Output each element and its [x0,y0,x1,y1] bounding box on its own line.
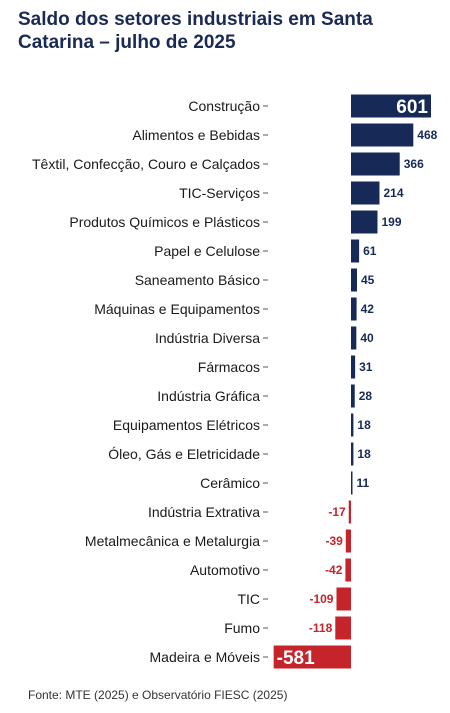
value-label: 18 [357,447,371,461]
category-label: Equipamentos Elétricos [113,417,260,433]
value-label: -109 [309,592,333,606]
category-label: Indústria Diversa [155,330,260,346]
category-label: TIC-Serviços [179,185,260,201]
bar [348,500,351,524]
bar [351,326,357,350]
category-label: Automotivo [190,562,260,578]
value-label: -17 [328,505,346,519]
category-label: Máquinas e Equipamentos [94,301,260,317]
bar [335,616,351,640]
bar [345,529,351,553]
value-label: 18 [357,418,371,432]
category-label: Saneamento Básico [135,272,261,288]
bar [351,210,378,234]
bars-layer [273,94,431,669]
category-label: Metalmecânica e Metalurgia [85,533,260,549]
value-label: -581 [277,648,315,669]
value-label: 28 [359,389,373,403]
value-label: 214 [383,186,403,200]
category-label: Indústria Gráfica [157,388,260,404]
bar [345,558,351,582]
category-label: Construção [188,98,260,114]
value-label: -118 [309,621,333,635]
bar [351,471,353,495]
bar [351,413,354,437]
bar [351,355,356,379]
category-label: Alimentos e Bebidas [132,127,260,143]
bar-chart: Construção Alimentos e Bebidas Têxtil, Con… [32,94,438,669]
value-labels-layer: 601 468 366 214 199 61 45 42 40 31 28 18 18 11 -17 -39 -… [277,97,438,669]
value-label: 468 [417,128,437,142]
source-note: Fonte: MTE (2025) e Observatório FIESC (… [28,688,288,702]
category-label: Fumo [224,620,260,636]
value-label: 31 [359,360,373,374]
bar [336,587,351,611]
bar [351,268,357,292]
value-label: -42 [325,563,343,577]
bar [351,442,354,466]
value-label: 199 [381,215,401,229]
bar [351,123,414,147]
category-label: TIC [237,591,260,607]
value-label: 61 [363,244,377,258]
bar [351,94,431,118]
category-label: Papel e Celulose [154,243,260,259]
category-label: Óleo, Gás e Eletricidade [108,446,260,462]
bar [351,297,357,321]
category-label: Indústria Extrativa [148,504,260,520]
category-label: Madeira e Móveis [150,649,261,665]
category-label: Fármacos [198,359,260,375]
category-labels-layer: Construção Alimentos e Bebidas Têxtil, Con… [32,98,268,665]
value-label: 42 [361,302,375,316]
bar [351,181,380,205]
chart-title: Saldo dos setores industriais em Santa C… [18,9,373,53]
value-label: 45 [361,273,375,287]
value-label: 40 [360,331,374,345]
value-label: -39 [325,534,343,548]
value-label: 601 [396,97,428,118]
category-label: Têxtil, Confecção, Couro e Calçados [32,156,260,172]
category-label: Produtos Químicos e Plásticos [69,214,260,230]
bar [273,645,351,669]
bar [351,239,360,263]
bar [351,384,355,408]
category-label: Cerâmico [200,475,260,491]
value-label: 11 [356,476,369,490]
bar [351,152,400,176]
value-label: 366 [404,157,424,171]
